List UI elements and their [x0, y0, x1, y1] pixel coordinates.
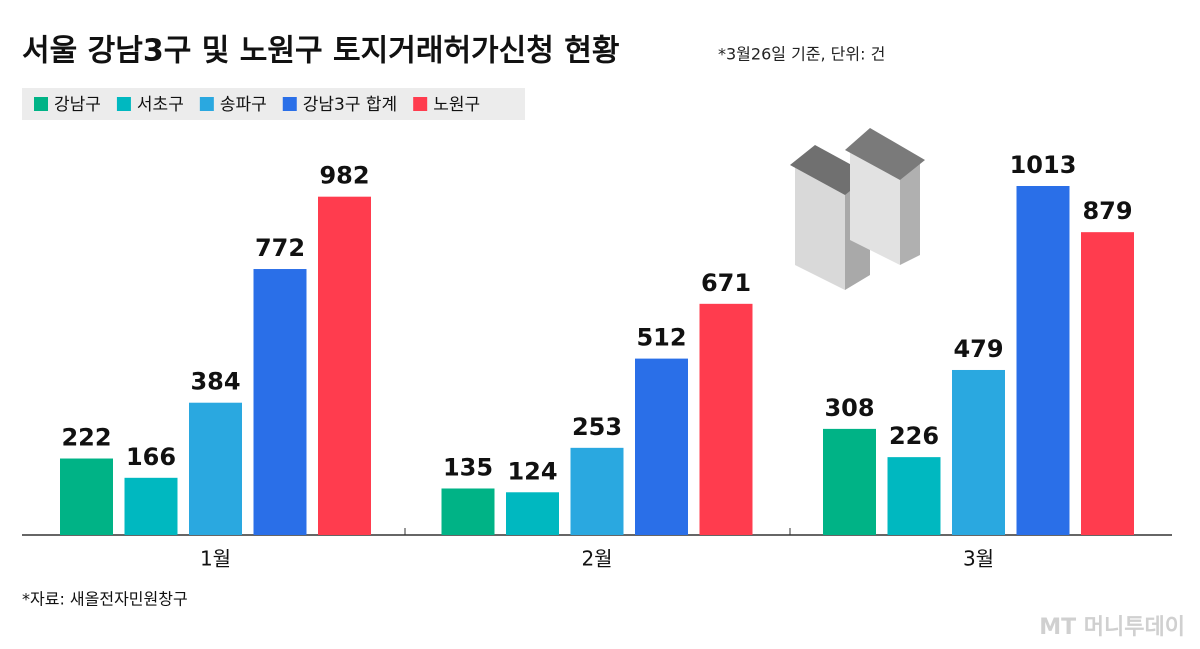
bar	[124, 477, 178, 535]
source: *자료: 새올전자민원창구	[22, 590, 188, 609]
building-icon	[790, 128, 925, 290]
value-label: 772	[255, 234, 305, 262]
legend-label: 강남구	[54, 95, 101, 115]
legend-box	[22, 88, 525, 120]
legend-label: 노원구	[433, 95, 480, 115]
x-tick-label: 1월	[200, 547, 231, 571]
bar	[253, 269, 307, 535]
bar	[1081, 232, 1134, 536]
legend-swatch	[199, 97, 214, 111]
x-tick-label: 3월	[963, 547, 994, 571]
legend-swatch	[34, 97, 48, 111]
bar	[887, 457, 941, 535]
bar	[699, 303, 753, 535]
watermark: MT 머니투데이	[1039, 615, 1185, 640]
bar	[570, 447, 624, 535]
legend-label: 서초구	[137, 95, 184, 115]
legend-swatch	[282, 97, 297, 111]
value-label: 479	[953, 335, 1003, 363]
value-label: 671	[701, 269, 751, 297]
value-label: 308	[824, 394, 874, 422]
bar	[506, 492, 559, 535]
legend-swatch	[413, 97, 428, 111]
bar	[441, 488, 495, 535]
value-label: 135	[443, 453, 493, 481]
bar	[952, 369, 1005, 535]
legend-label: 강남3구 합계	[303, 95, 397, 115]
x-tick-label: 2월	[581, 547, 612, 571]
value-label: 166	[126, 443, 176, 471]
bar	[189, 402, 242, 535]
value-label: 512	[636, 324, 686, 352]
value-label: 384	[190, 368, 240, 396]
bar	[635, 358, 688, 535]
value-label: 982	[319, 162, 369, 190]
value-label: 222	[61, 424, 111, 452]
bar	[60, 458, 113, 535]
chart-title: 서울 강남3구 및 노원구 토지거래허가신청 현황	[22, 34, 620, 69]
bar	[1016, 186, 1070, 535]
chart-subtitle: *3월26일 기준, 단위: 건	[718, 45, 885, 64]
value-label: 124	[507, 457, 557, 485]
value-label: 879	[1082, 197, 1132, 225]
value-label: 1013	[1010, 151, 1077, 179]
bar	[318, 196, 371, 535]
legend-label: 송파구	[220, 95, 267, 115]
bar	[823, 428, 876, 535]
legend-swatch	[116, 97, 131, 111]
value-label: 253	[572, 413, 622, 441]
value-label: 226	[889, 422, 939, 450]
